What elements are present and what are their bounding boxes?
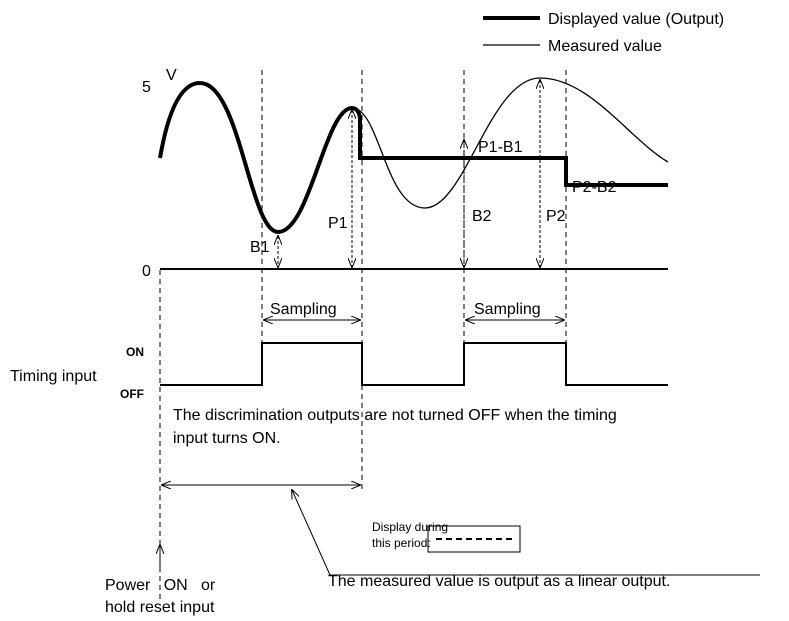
axis-bottom: 0 [142,263,151,280]
timing-off: OFF [120,387,144,401]
timing-title: Timing input [10,368,97,385]
sampling-label: Sampling [270,301,337,318]
power-text: hold reset input [105,599,215,616]
display-caption: this period: [372,536,431,550]
timing-signal [160,342,668,386]
label: B2 [472,208,492,225]
leader-line [292,490,760,576]
note-line: input turns ON. [173,430,281,447]
label: P2-B2 [572,179,617,196]
timing-on: ON [126,345,144,359]
axis-top: 5 [142,79,151,96]
note-line: The discrimination outputs are not turne… [173,407,617,424]
displayed-curve [158,80,668,235]
display-box [427,525,521,553]
legend-label: Measured value [548,38,662,55]
label: P1 [328,215,348,232]
display-caption: Display during [372,520,448,534]
power-text: Power ON or [105,577,216,594]
label: P2 [546,208,566,225]
measured-curve [351,77,669,209]
label: P1-B1 [478,139,523,156]
legend-label: Displayed value (Output) [548,11,724,28]
display-description: The measured value is output as a linear… [328,573,670,590]
sampling-label: Sampling [474,301,541,318]
axis-unit: V [166,67,177,84]
label: B1 [250,239,270,256]
